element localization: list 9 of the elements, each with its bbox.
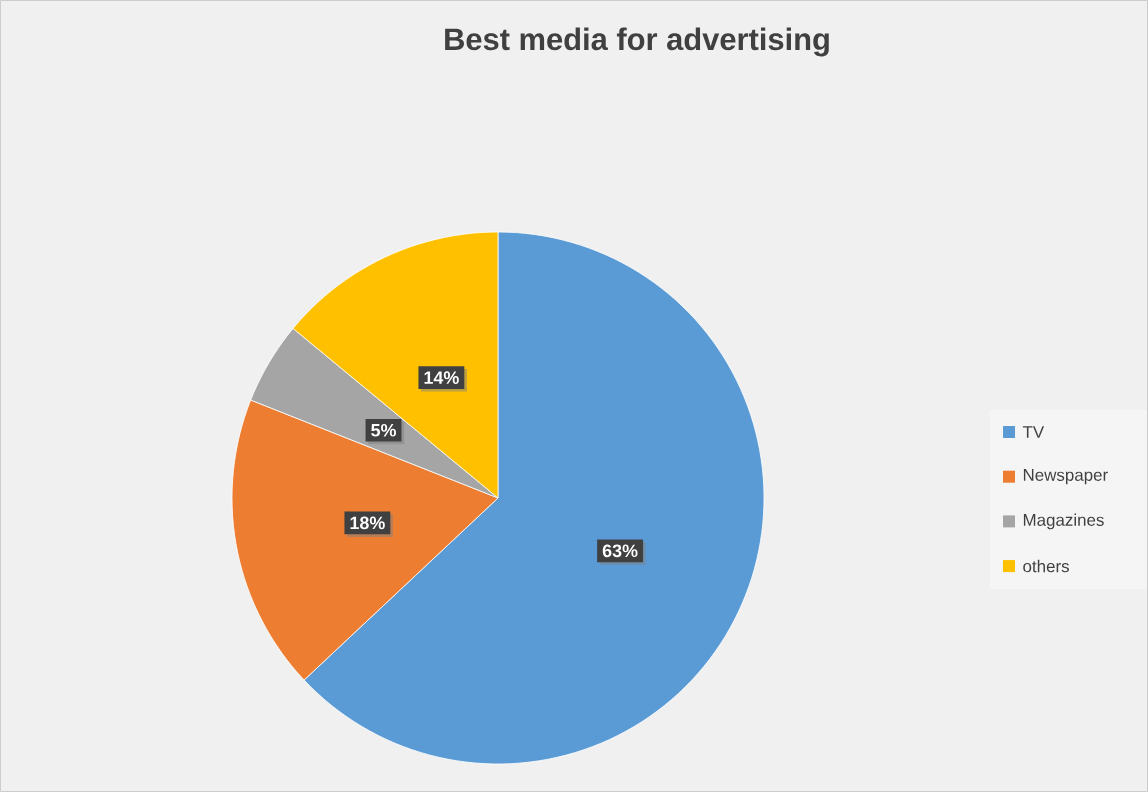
legend-label: TV — [1022, 426, 1045, 438]
data-label: 5% — [371, 423, 397, 437]
legend-label: Magazines — [1023, 513, 1104, 530]
chart-title: Best media for advertising — [445, 27, 829, 57]
data-label: 14% — [424, 371, 459, 384]
data-label: 18% — [350, 516, 385, 530]
data-label: 63% — [602, 544, 638, 558]
legend-label: others — [1023, 559, 1069, 573]
legend-label: Newspaper — [1023, 469, 1108, 485]
